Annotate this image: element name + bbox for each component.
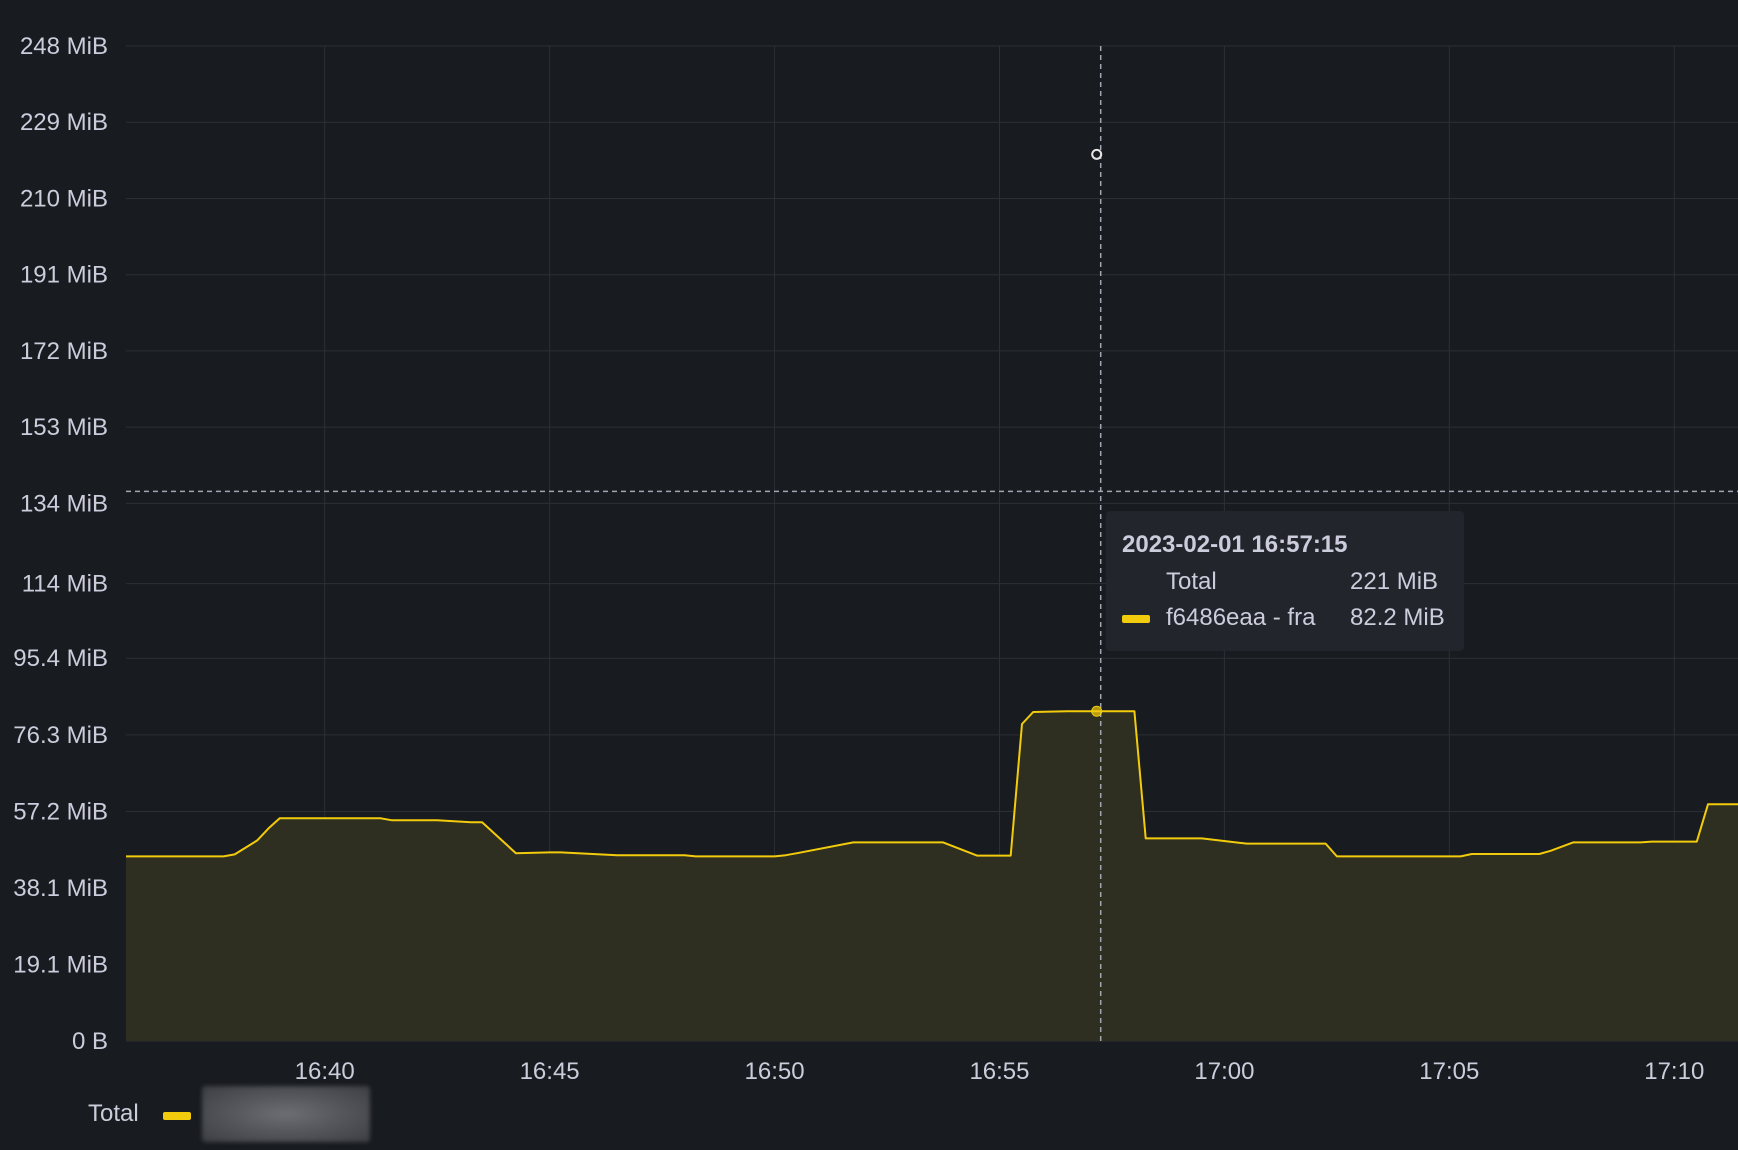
- tooltip-row-series: f6486eaa - fra 82.2 MiB: [1122, 600, 1448, 636]
- hover-tooltip: 2023-02-01 16:57:15 Total 221 MiB f6486e…: [1106, 511, 1464, 651]
- tooltip-series-value: 82.2 MiB: [1350, 604, 1445, 631]
- tooltip-timestamp: 2023-02-01 16:57:15: [1122, 531, 1348, 558]
- tooltip-row-total: Total 221 MiB: [1122, 564, 1448, 600]
- x-tick-label: 17:00: [1194, 1058, 1254, 1085]
- tooltip-series-name: f6486eaa - fra: [1166, 604, 1316, 631]
- x-tick-label: 16:45: [520, 1058, 580, 1085]
- y-tick-label: 210 MiB: [20, 185, 108, 212]
- series-line: [126, 710, 1738, 858]
- x-tick-label: 16:40: [295, 1058, 355, 1085]
- series-hover-point: [1091, 705, 1103, 717]
- x-axis: 16:40 16:45 16:50 16:55 17:00 17:05 17:10: [295, 1058, 1705, 1085]
- y-tick-label: 229 MiB: [20, 109, 108, 136]
- legend-label: Total: [88, 1100, 139, 1127]
- y-tick-label: 134 MiB: [20, 490, 108, 517]
- y-tick-label: 19.1 MiB: [13, 951, 108, 978]
- y-tick-label: 95.4 MiB: [13, 645, 108, 672]
- crosshair: [126, 46, 1738, 1041]
- y-tick-label: 0 B: [72, 1028, 108, 1055]
- y-tick-label: 114 MiB: [22, 571, 108, 598]
- x-tick-label: 16:55: [969, 1058, 1029, 1085]
- x-tick-label: 16:50: [745, 1058, 805, 1085]
- y-tick-label: 38.1 MiB: [13, 875, 108, 902]
- y-tick-label: 191 MiB: [20, 262, 108, 289]
- series-area: [126, 711, 1738, 1041]
- series-area-fill: [126, 711, 1738, 1041]
- grid-lines: [126, 45, 1738, 1042]
- series-color-swatch: [1122, 615, 1150, 623]
- total-hover-marker: [1091, 148, 1103, 160]
- tooltip-series-value: 221 MiB: [1350, 568, 1439, 595]
- y-tick-label: 172 MiB: [20, 338, 108, 365]
- y-tick-label: 153 MiB: [20, 414, 108, 441]
- series-line-path: [126, 710, 1738, 858]
- tooltip-series-name: Total: [1166, 568, 1217, 595]
- legend-series-name-redacted[interactable]: [202, 1086, 370, 1142]
- y-tick-label: 248 MiB: [20, 33, 108, 60]
- x-tick-label: 17:10: [1644, 1058, 1704, 1085]
- legend-color-swatch[interactable]: [163, 1112, 191, 1120]
- y-tick-label: 76.3 MiB: [13, 722, 108, 749]
- y-tick-label: 57.2 MiB: [13, 799, 108, 826]
- x-tick-label: 17:05: [1419, 1058, 1479, 1085]
- y-axis: 0 B 19.1 MiB 38.1 MiB 57.2 MiB 76.3 MiB 95.4 …: [13, 33, 108, 1055]
